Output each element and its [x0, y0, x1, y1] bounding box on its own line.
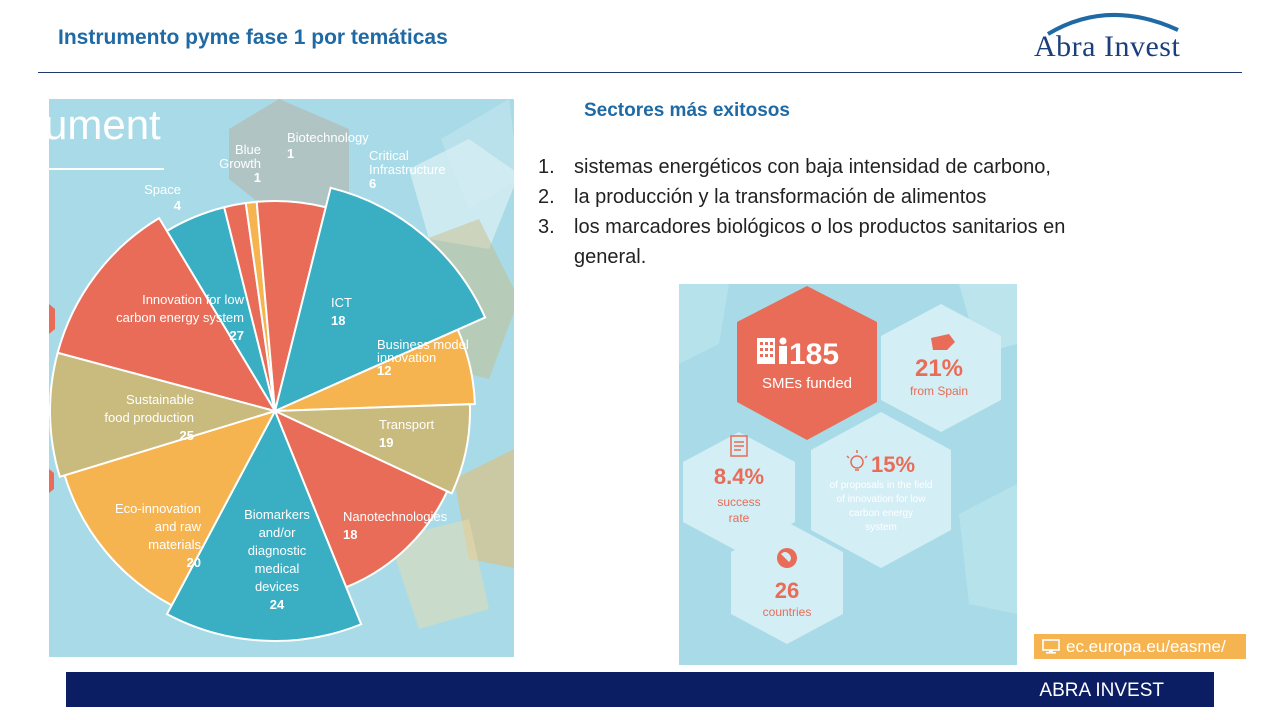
list-text: sistemas energéticos con baja intensidad… — [574, 156, 1051, 178]
pie-label: Innovation for low carbon energy system 27 — [116, 292, 245, 343]
success-hex — [683, 432, 795, 552]
abra-invest-logo: Abra Invest — [1028, 4, 1228, 66]
pie-label: Sustainable food production 25 — [104, 392, 194, 443]
footer-text: ABRA INVEST — [1039, 680, 1164, 701]
pie-slice — [273, 186, 487, 413]
successful-sectors-list: 1. sistemas energéticos con baja intensid… — [538, 152, 1128, 272]
list-number: 1. — [538, 156, 555, 178]
pie-labels: Space 4 Blue Growth 1 Biotechnology 1 Critical I… — [104, 130, 469, 612]
section-heading: Sectores más exitosos — [584, 100, 790, 121]
pie-label: ICT 18 — [331, 295, 352, 328]
pie-label: Eco-innovation and raw materials 20 — [115, 501, 202, 570]
lightbulb-icon — [846, 450, 868, 471]
countries-label: countries — [763, 605, 812, 619]
stats-hexagons: 185 SMEs funded 21% from Spain 8.4% succ… — [679, 284, 1017, 665]
pie-label: Blue Growth 1 — [219, 142, 261, 185]
slide-title: Instrumento pyme fase 1 por temáticas — [58, 26, 448, 49]
list-item: 2. la producción y la transformación de a… — [538, 182, 1128, 212]
proposals-value: 15% — [871, 452, 915, 477]
list-item: 3. los marcadores biológicos o los produc… — [538, 212, 1128, 272]
monitor-icon — [1042, 639, 1060, 654]
list-number: 3. — [538, 216, 555, 238]
pie-slice — [274, 403, 471, 495]
thematic-infographic: ument Space 4 Blue Growth 1 Biotechnology 1 Cri… — [49, 99, 514, 657]
footer-bar: ABRA INVEST — [66, 672, 1214, 707]
spain-hex — [881, 304, 1001, 432]
proposals-hex — [811, 412, 951, 568]
success-label: success rate — [717, 495, 760, 525]
pie-label: Space 4 — [144, 182, 182, 213]
list-text: los marcadores biológicos o los producto… — [574, 216, 1066, 268]
partial-heading: ument — [49, 101, 161, 148]
list-item: 1. sistemas energéticos con baja intensid… — [538, 152, 1128, 182]
source-link-text: ec.europa.eu/easme/ — [1066, 637, 1226, 656]
list-text: la producción y la transformación de ali… — [574, 186, 987, 208]
pie-slice — [273, 409, 449, 589]
pie-label: Critical Infrastructure 6 — [369, 148, 446, 191]
proposals-label: of proposals in the field of innovation f… — [830, 480, 933, 533]
funded-hex — [737, 286, 877, 440]
header-divider — [38, 72, 1242, 73]
spain-label: from Spain — [910, 384, 968, 398]
funded-label: SMEs funded — [762, 375, 852, 392]
clipboard-icon — [730, 435, 748, 457]
pie-slices — [49, 186, 487, 642]
pie-label: Nanotechnologies 18 — [343, 509, 448, 542]
pie-label: Business model innovation 12 — [377, 337, 469, 378]
success-value: 8.4% — [714, 464, 764, 489]
globe-icon — [777, 548, 797, 568]
stats-infographic: 185 SMEs funded 21% from Spain 8.4% succ… — [679, 284, 1017, 665]
logo-text: Abra Invest — [1034, 30, 1181, 63]
building-person-icon — [757, 337, 787, 364]
countries-value: 26 — [775, 578, 799, 603]
pie-label: Transport 19 — [379, 417, 435, 450]
pie-label: Biotechnology 1 — [287, 130, 369, 161]
pie-slice — [274, 328, 476, 412]
spain-value: 21% — [915, 355, 963, 382]
pie-slice — [56, 216, 278, 413]
list-number: 2. — [538, 186, 555, 208]
funded-value: 185 — [789, 338, 839, 371]
thematic-pie: ument Space 4 Blue Growth 1 Biotechnology 1 Cri… — [49, 99, 514, 657]
pie-label: Biomarkers and/or diagnostic medical devices… — [244, 507, 310, 612]
pie-slice — [165, 408, 363, 642]
pie-slice — [49, 351, 279, 479]
spain-map-icon — [931, 334, 955, 350]
countries-hex — [731, 522, 843, 644]
source-link[interactable]: ec.europa.eu/easme/ — [1034, 634, 1246, 659]
